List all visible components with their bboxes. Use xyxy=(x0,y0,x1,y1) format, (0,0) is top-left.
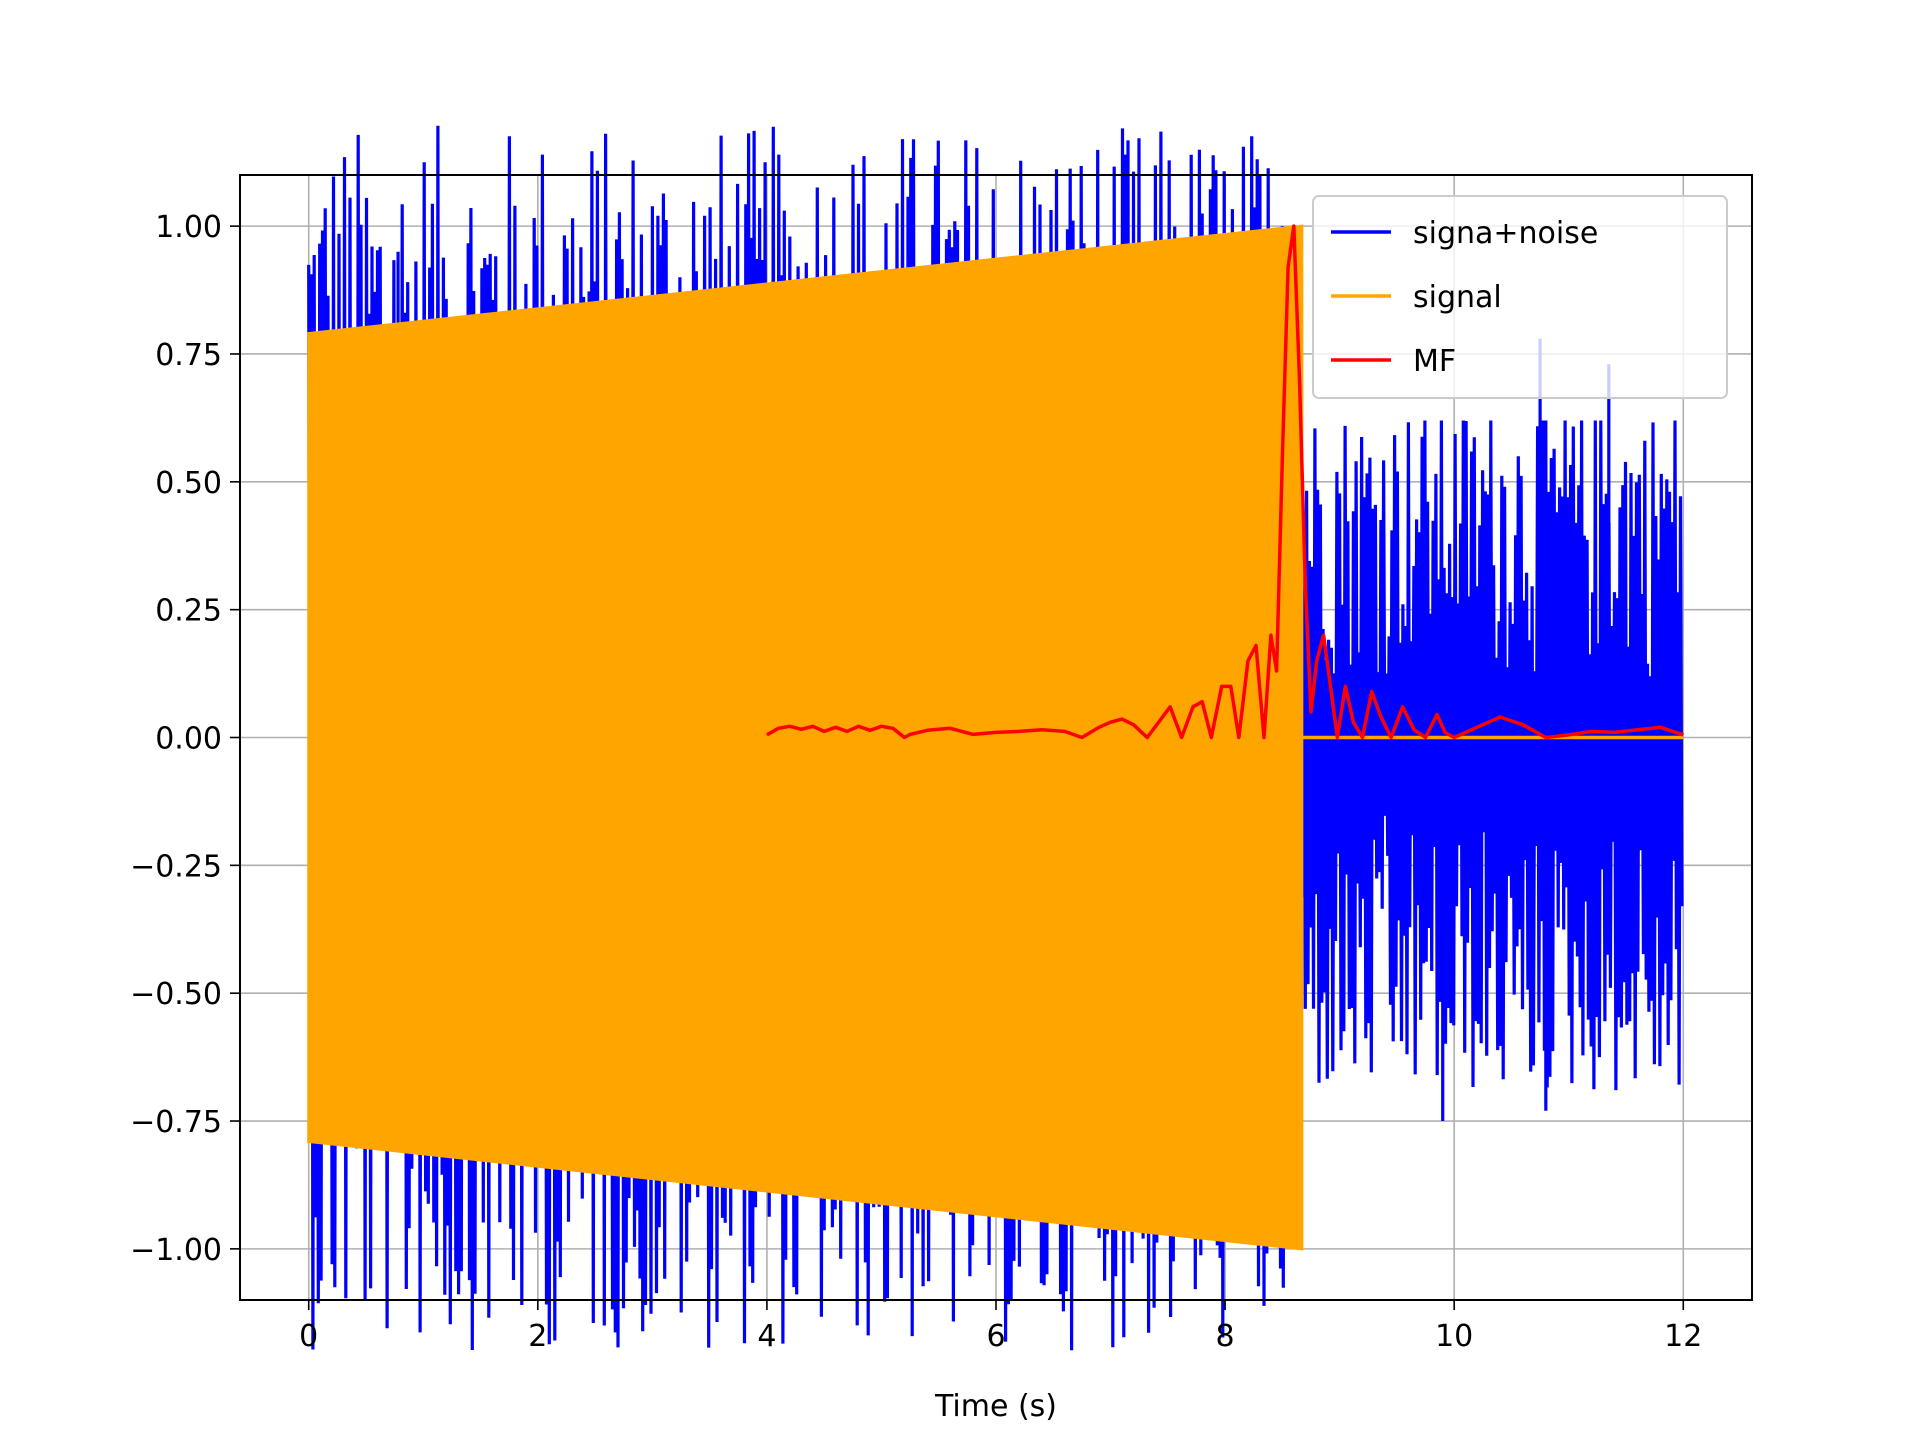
signal-chirp-envelope xyxy=(307,224,1304,1251)
x-tick-label: 4 xyxy=(757,1319,776,1354)
axis-ticks: 0 2 4 6 8 10 12 1.00 0.75 0.50 0.25 0.00 −0.25 −0.50 −… xyxy=(130,210,1702,1354)
y-tick-label: 1.00 xyxy=(155,210,222,245)
x-tick-label: 12 xyxy=(1664,1319,1702,1354)
plot-series xyxy=(307,125,1684,1351)
y-tick-label: −1.00 xyxy=(130,1233,222,1268)
y-tick-label: 0.50 xyxy=(155,466,222,501)
legend-box xyxy=(1312,195,1728,399)
x-tick-label: 10 xyxy=(1435,1319,1473,1354)
legend-label: MF xyxy=(1413,344,1456,379)
y-tick-label: −0.50 xyxy=(130,977,222,1012)
legend-label: signal xyxy=(1413,280,1502,315)
x-tick-label: 6 xyxy=(986,1319,1005,1354)
series-mf xyxy=(766,224,1684,740)
x-tick-label: 0 xyxy=(299,1319,318,1354)
y-tick-label: 0.75 xyxy=(155,338,222,373)
y-tick-label: 0.25 xyxy=(155,594,222,629)
y-tick-label: −0.25 xyxy=(130,849,222,884)
x-axis-label: Time (s) xyxy=(934,1389,1057,1424)
x-tick-label: 8 xyxy=(1216,1319,1235,1354)
y-tick-label: −0.75 xyxy=(130,1105,222,1140)
series-signal xyxy=(307,224,1684,1251)
mf-line xyxy=(766,224,1684,740)
x-tick-label: 2 xyxy=(528,1319,547,1354)
legend-label: signa+noise xyxy=(1413,216,1598,251)
y-tick-label: 0.00 xyxy=(155,722,222,757)
legend: signa+noise signal MF xyxy=(1312,195,1728,399)
